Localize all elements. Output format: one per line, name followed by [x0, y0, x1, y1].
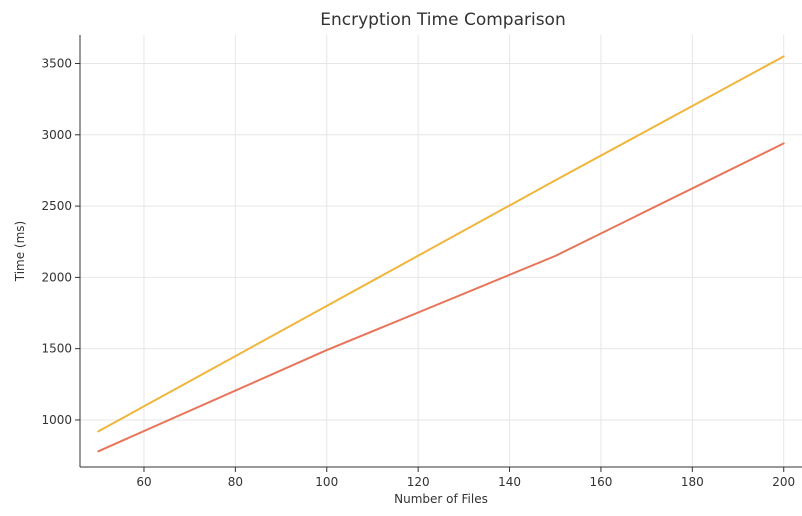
series-line-1 [97, 55, 785, 433]
x-tick-label: 80 [228, 475, 243, 489]
axes [79, 35, 802, 468]
x-tick-label: 140 [498, 475, 521, 489]
x-axis-title: Number of Files [394, 492, 488, 506]
x-tick-label: 200 [772, 475, 795, 489]
ticks: 60 80 100 120 140 160 180 200 1000 1500 2000 2500 30… [41, 57, 795, 489]
y-tick-label: 1500 [41, 342, 72, 356]
series [97, 55, 785, 453]
chart-title: Encryption Time Comparison [320, 10, 565, 30]
series-line-2 [97, 142, 785, 453]
y-axis-title: Time (ms) [13, 221, 27, 283]
x-tick-label: 180 [681, 475, 704, 489]
x-tick-label: 160 [589, 475, 612, 489]
y-tick-label: 1000 [41, 413, 72, 427]
y-tick-label: 2000 [41, 270, 72, 284]
x-tick-label: 60 [136, 475, 151, 489]
x-tick-label: 120 [407, 475, 430, 489]
y-tick-label: 3500 [41, 57, 72, 71]
grid [80, 35, 802, 467]
y-tick-label: 2500 [41, 199, 72, 213]
x-tick-label: 100 [315, 475, 338, 489]
y-tick-label: 3000 [41, 128, 72, 142]
